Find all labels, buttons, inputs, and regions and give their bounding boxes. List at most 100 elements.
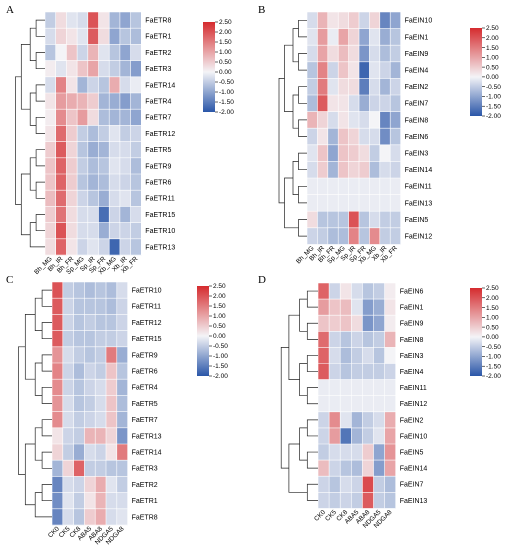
dendrogram-branch	[29, 92, 37, 126]
heatmap-cell	[119, 12, 131, 29]
legend-tick-label: -2.00	[219, 109, 234, 116]
heatmap-cell	[130, 206, 142, 223]
heatmap-cell	[116, 427, 128, 445]
dendrogram-branch	[292, 161, 299, 195]
heatmap-cell	[317, 111, 328, 129]
heatmap-cell	[130, 93, 142, 110]
heatmap-cell	[307, 161, 318, 179]
heatmap-cell	[329, 476, 341, 493]
heatmap-cell	[318, 315, 330, 332]
heatmap-cell	[116, 492, 128, 509]
heatmap-cell	[98, 190, 110, 207]
row-label: FaEIN11	[405, 184, 432, 191]
heatmap-cell	[317, 144, 328, 162]
heatmap-cell	[106, 363, 117, 380]
heatmap-cell	[119, 157, 131, 175]
heatmap-cell	[340, 379, 352, 396]
legend-tick-label: 1.00	[486, 315, 499, 322]
row-label: FaEIN10	[400, 433, 428, 440]
heatmap-cell	[384, 315, 396, 332]
heatmap-cell	[369, 78, 380, 96]
heatmap-cell	[52, 346, 63, 364]
heatmap-cell	[338, 144, 349, 162]
panel-letter: D	[258, 274, 266, 286]
dendrogram-branch	[35, 52, 45, 70]
dendrogram-branch	[41, 484, 52, 502]
heatmap-cell	[66, 141, 78, 158]
heatmap-cell	[318, 347, 330, 364]
heatmap-cell	[45, 141, 56, 158]
row-label: FaETR14	[132, 450, 162, 457]
heatmap-cell	[84, 460, 96, 477]
heatmap-cell	[87, 190, 99, 207]
legend-tick-label: 0.00	[486, 74, 499, 81]
row-label: FaETR12	[145, 131, 175, 138]
heatmap-cell	[77, 174, 88, 191]
dendrogram-branch	[298, 219, 307, 237]
dendrogram-branch	[298, 152, 307, 171]
heatmap-cell	[351, 411, 363, 429]
heatmap-cell	[359, 178, 370, 195]
heatmap-cell	[98, 44, 110, 61]
heatmap-cell	[351, 395, 363, 412]
legend-tick-label: -1.00	[486, 94, 501, 101]
heatmap-cell	[307, 28, 318, 46]
row-label: FaETR12	[132, 320, 162, 327]
heatmap-cell	[109, 12, 121, 29]
row-label: FaETR15	[145, 212, 175, 219]
heatmap-cell	[373, 427, 385, 445]
heatmap-cell	[95, 346, 107, 364]
heatmap-cell	[338, 12, 349, 29]
heatmap-cell	[390, 28, 401, 46]
row-label: FaEIN8	[400, 337, 424, 344]
heatmap-cell	[66, 174, 78, 191]
heatmap-cell	[87, 44, 99, 61]
row-label: FaEIN9	[400, 321, 424, 328]
heatmap-cell	[338, 178, 349, 195]
heatmap-cell	[130, 60, 142, 77]
heatmap-cell	[55, 141, 67, 158]
legend-tick-label: 2.00	[486, 295, 499, 302]
legend-tick-label: -0.50	[219, 79, 234, 86]
heatmap-cell	[84, 508, 96, 526]
row-label: FaEIN14	[405, 167, 433, 174]
row-label: FaETR4	[132, 385, 158, 392]
heatmap-cell	[66, 206, 78, 223]
heatmap-cell	[87, 76, 99, 94]
dendrogram-branch	[306, 290, 318, 308]
dendrogram-branch	[35, 84, 45, 102]
legend-tick-label: 1.50	[213, 303, 226, 310]
heatmap-cell	[62, 330, 74, 347]
heatmap-cell	[77, 206, 88, 223]
legend-tick-label: -1.00	[213, 353, 228, 360]
heatmap-cell	[348, 12, 360, 29]
heatmap-cell	[373, 347, 385, 364]
heatmap-cell	[379, 28, 391, 46]
heatmap-cell	[62, 314, 74, 331]
dendrogram-branch	[41, 386, 52, 404]
heatmap-cell	[87, 157, 99, 175]
dendrogram-branch	[20, 44, 31, 110]
heatmap-cell	[95, 460, 107, 477]
heatmap-cell	[317, 211, 328, 228]
heatmap-cell	[359, 78, 370, 96]
heatmap-cell	[369, 144, 380, 162]
heatmap-cell	[390, 178, 401, 195]
heatmap-cell	[369, 28, 380, 46]
legend-tick-label: 0.00	[213, 333, 226, 340]
heatmap-cell	[87, 206, 99, 223]
heatmap-cell	[307, 211, 318, 228]
heatmap-cell	[95, 330, 107, 347]
heatmap-cell	[45, 174, 56, 191]
heatmap-cell	[84, 492, 96, 509]
heatmap-cell	[98, 238, 110, 256]
dendrogram-branch	[298, 185, 307, 204]
row-label: FaEIN4	[405, 68, 429, 75]
heatmap-cell	[317, 95, 328, 112]
heatmap-cell	[351, 476, 363, 493]
row-label: FaEIN3	[400, 353, 424, 360]
heatmap-cell	[66, 238, 78, 256]
heatmap-cell	[109, 44, 121, 61]
row-label: FaETR10	[132, 288, 162, 295]
heatmap-cell	[327, 194, 339, 212]
